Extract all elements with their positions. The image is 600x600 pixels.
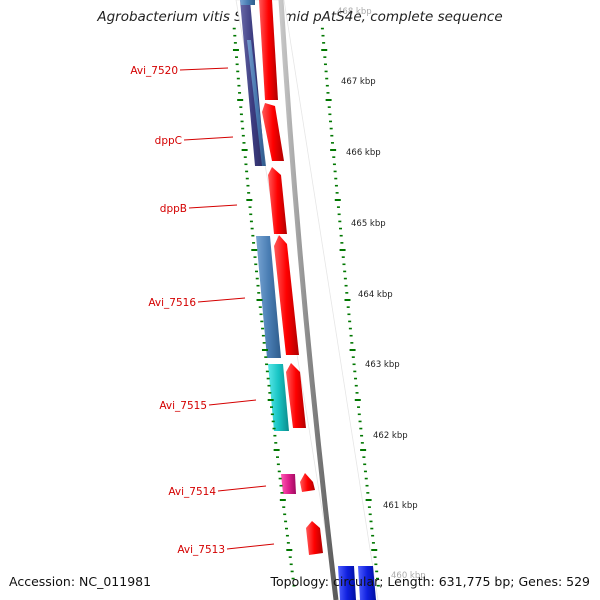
gene-label-dppc: dppC bbox=[155, 135, 182, 147]
map-title: Agrobacterium vitis S4 plasmid pAtS4e, c… bbox=[97, 9, 503, 25]
leader-avi-7516 bbox=[197, 297, 246, 303]
cds-blue-2 bbox=[358, 566, 376, 600]
gene-label-avi-7520: Avi_7520 bbox=[130, 65, 178, 77]
leader-dppb bbox=[188, 204, 238, 209]
kbp-label-464: 464 kbp bbox=[358, 290, 393, 300]
gene-block-avi-7515 bbox=[268, 364, 289, 431]
cds-blue-1 bbox=[338, 566, 356, 600]
cds-arrow-7 bbox=[306, 521, 323, 555]
cds-arrow-1 bbox=[259, 0, 278, 100]
gene-block-top-steel bbox=[240, 0, 255, 5]
gene-block-avi-7516 bbox=[256, 236, 281, 358]
kbp-label-465: 465 kbp bbox=[351, 219, 386, 229]
summary-text: Topology: circular; Length: 631,775 bp; … bbox=[270, 574, 591, 589]
gene-label-avi-7515: Avi_7515 bbox=[159, 400, 207, 412]
leader-avi-7515 bbox=[208, 399, 257, 406]
cds-arrow-4 bbox=[274, 235, 299, 355]
inner-tick-ruler bbox=[232, 27, 296, 587]
cds-arrow-5 bbox=[286, 363, 306, 428]
gene-block-top-steel-2 bbox=[247, 40, 266, 166]
leader-avi-7520 bbox=[179, 67, 229, 71]
cds-arrow-6 bbox=[300, 473, 315, 492]
leader-avi-7513 bbox=[226, 543, 275, 550]
kbp-label-468: 468 kbp bbox=[337, 7, 372, 17]
leader-dppc bbox=[183, 136, 234, 141]
cds-arrow-3 bbox=[268, 167, 287, 234]
kbp-label-462: 462 kbp bbox=[373, 431, 408, 441]
gene-label-avi-7516: Avi_7516 bbox=[148, 297, 196, 309]
kbp-label-463: 463 kbp bbox=[365, 360, 400, 370]
outer-tick-ruler bbox=[320, 27, 380, 587]
gene-label-avi-7514: Avi_7514 bbox=[168, 486, 216, 498]
kbp-label-460: 460 kbp bbox=[391, 571, 426, 581]
backbone-line bbox=[278, 0, 339, 600]
kbp-label-466: 466 kbp bbox=[346, 148, 381, 158]
accession-text: Accession: NC_011981 bbox=[9, 574, 152, 589]
gene-label-avi-7513: Avi_7513 bbox=[177, 544, 225, 556]
gene-label-dppb: dppB bbox=[160, 203, 187, 215]
kbp-label-467: 467 kbp bbox=[341, 77, 376, 87]
kbp-label-461: 461 kbp bbox=[383, 501, 418, 511]
leader-avi-7514 bbox=[217, 485, 267, 492]
gene-block-avi-7514 bbox=[281, 474, 296, 494]
cds-arrow-2 bbox=[262, 103, 284, 161]
